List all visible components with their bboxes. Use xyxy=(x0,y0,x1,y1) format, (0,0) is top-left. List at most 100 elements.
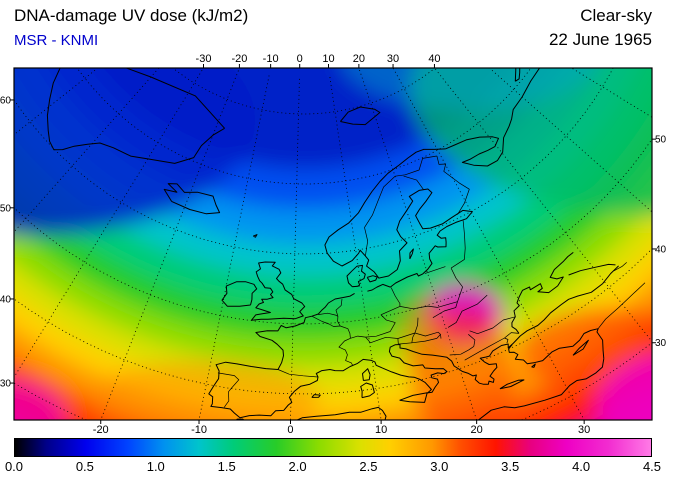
border-line xyxy=(364,155,437,256)
border-line xyxy=(504,332,520,339)
border-line xyxy=(464,337,505,361)
coastline xyxy=(360,382,375,399)
colorbar-labels: 0.0 0.5 1.0 1.5 2.0 2.5 3.0 3.5 4.0 4.5 xyxy=(0,459,678,475)
lon-label-top: -30 xyxy=(196,53,212,65)
colorbar-tick-label: 1.0 xyxy=(146,459,165,474)
border-line xyxy=(217,372,240,408)
coastline xyxy=(324,148,473,292)
lon-label-top: 30 xyxy=(387,53,399,65)
colorbar-tick-label: 2.5 xyxy=(359,459,378,474)
coastline xyxy=(568,263,616,276)
coastline xyxy=(346,264,366,288)
lat-label-left: 50 xyxy=(0,203,11,214)
coastline xyxy=(366,275,378,283)
coastline xyxy=(445,68,541,167)
lon-label-top: 0 xyxy=(297,53,303,65)
coastline xyxy=(311,394,321,398)
lon-label-bottom: 0 xyxy=(287,424,293,436)
border-line xyxy=(414,331,442,339)
source-label: MSR - KNMI xyxy=(14,32,99,49)
coastline xyxy=(499,379,525,390)
border-line xyxy=(597,282,646,329)
lat-label-right: 40 xyxy=(655,244,667,255)
coastline xyxy=(362,368,371,381)
date-label: 22 June 1965 xyxy=(548,30,652,49)
lat-label-left: 60 xyxy=(0,95,11,106)
border-line xyxy=(311,315,341,327)
border-line xyxy=(469,316,516,335)
border-line xyxy=(432,301,458,319)
lon-label-top: 40 xyxy=(428,53,440,65)
colorbar xyxy=(14,438,652,457)
border-line xyxy=(399,286,463,310)
border-line xyxy=(450,220,466,269)
border-line xyxy=(450,267,463,288)
border-line xyxy=(403,175,424,190)
border-line xyxy=(447,294,488,328)
border-line xyxy=(390,287,401,307)
lat-label-right: 50 xyxy=(655,135,667,146)
border-line xyxy=(504,337,509,344)
lon-label-top: 10 xyxy=(322,53,334,65)
border-line xyxy=(424,266,446,274)
border-line xyxy=(449,346,474,356)
colorbar-tick-label: 1.5 xyxy=(217,459,236,474)
coastline xyxy=(511,252,574,334)
border-line xyxy=(335,299,343,327)
border-line xyxy=(340,325,351,339)
lon-label-bottom: 30 xyxy=(578,424,590,436)
border-line xyxy=(411,334,441,344)
border-line xyxy=(398,332,416,345)
coastline xyxy=(251,261,306,321)
border-line xyxy=(380,314,396,323)
country-borders xyxy=(217,155,646,408)
coastline xyxy=(252,234,258,238)
border-line xyxy=(468,334,476,347)
border-line xyxy=(414,317,419,334)
header-left: DNA-damage UV dose (kJ/m2) MSR - KNMI xyxy=(14,6,248,49)
lon-label-bottom: 10 xyxy=(375,424,387,436)
condition-label: Clear-sky xyxy=(580,6,652,25)
coastline xyxy=(208,265,619,419)
colorbar-tick-label: 2.0 xyxy=(288,459,307,474)
coastline xyxy=(46,68,225,164)
lat-label-left: 40 xyxy=(0,294,11,305)
lon-label-bottom: -10 xyxy=(191,424,207,436)
colorbar-tick-label: 3.5 xyxy=(501,459,520,474)
coastline xyxy=(221,281,258,307)
coastline xyxy=(514,68,521,82)
coastline xyxy=(399,392,428,403)
border-line xyxy=(277,369,319,378)
page-title: DNA-damage UV dose (kJ/m2) xyxy=(14,6,249,25)
colorbar-tick-label: 4.0 xyxy=(572,459,591,474)
header-right: Clear-sky 22 June 1965 xyxy=(549,6,652,50)
coastline xyxy=(163,183,221,215)
border-line xyxy=(338,337,353,366)
coastline xyxy=(531,363,536,368)
border-line xyxy=(350,322,396,339)
border-line xyxy=(436,155,470,215)
border-line xyxy=(365,332,416,344)
coastline xyxy=(572,339,589,356)
colorbar-tick-label: 3.0 xyxy=(430,459,449,474)
border-line xyxy=(352,285,360,288)
lon-label-top: -10 xyxy=(263,53,279,65)
lon-label-bottom: 20 xyxy=(471,424,483,436)
axis-labels: -30 -20 -10 0 10 20 30 40 -20 -10 0 10 20 30 60 50 40 30 5… xyxy=(0,53,667,436)
coastline xyxy=(235,358,605,420)
coastline xyxy=(508,328,605,365)
coastlines xyxy=(46,68,619,420)
border-line xyxy=(318,312,339,317)
lon-label-top: -20 xyxy=(231,53,247,65)
colorbar-tick-label: 4.5 xyxy=(642,459,662,474)
colorbar-tick-label: 0.0 xyxy=(4,459,24,474)
border-line xyxy=(380,306,401,316)
coastline xyxy=(340,106,381,126)
lon-label-bottom: -20 xyxy=(93,424,109,436)
map-frame xyxy=(13,67,653,421)
lon-label-top: 20 xyxy=(353,53,365,65)
